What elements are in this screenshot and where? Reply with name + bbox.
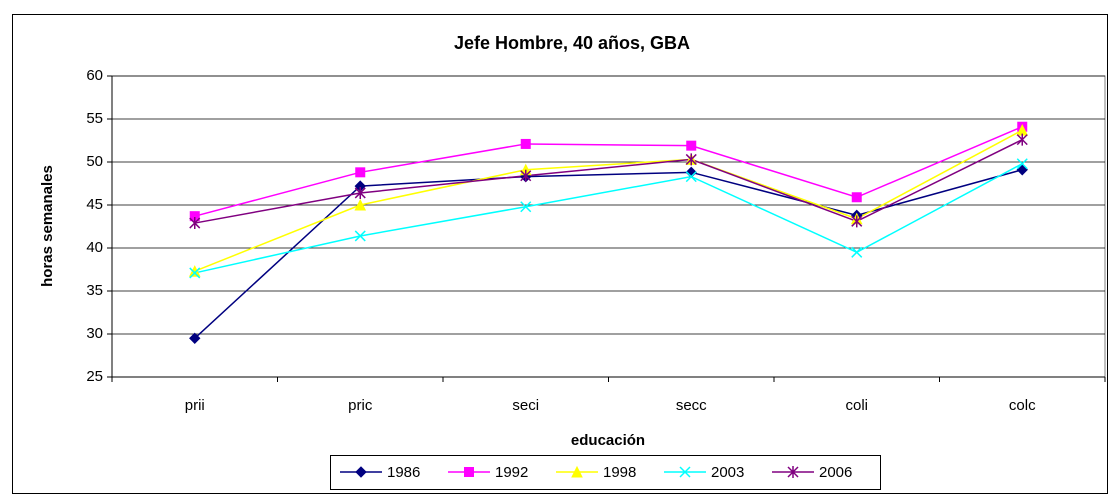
- legend-marker: [679, 466, 691, 478]
- y-tick-label: 35: [86, 282, 103, 299]
- marker: [1016, 133, 1028, 146]
- marker: [686, 140, 697, 151]
- marker: [189, 332, 201, 345]
- legend-marker: [571, 465, 583, 478]
- legend-label: 1998: [603, 464, 636, 481]
- marker: [354, 230, 366, 242]
- marker: [685, 153, 697, 166]
- x-tick-label: prii: [185, 397, 205, 414]
- y-tick-label: 40: [86, 239, 103, 256]
- x-tick-label: pric: [348, 397, 373, 414]
- x-tick-label: secc: [676, 397, 707, 414]
- legend-label: 1986: [387, 464, 420, 481]
- x-tick-label: coli: [845, 397, 868, 414]
- marker: [1016, 158, 1028, 170]
- y-tick-label: 45: [86, 196, 103, 213]
- y-axis-label: horas semanales: [39, 165, 56, 287]
- y-tick-label: 30: [86, 325, 103, 342]
- legend-marker: [787, 466, 799, 478]
- legend-label: 1992: [495, 464, 528, 481]
- marker: [354, 186, 366, 199]
- marker: [189, 217, 201, 230]
- marker: [520, 201, 532, 213]
- y-tick-label: 60: [86, 67, 103, 84]
- series-line: [194, 163, 1023, 274]
- series-line: [194, 129, 1023, 272]
- plot-area: [111, 75, 1106, 378]
- marker: [685, 171, 697, 183]
- legend-label: 2006: [819, 464, 852, 481]
- y-tick-label: 50: [86, 153, 103, 170]
- y-tick-label: 25: [86, 368, 103, 385]
- marker: [354, 198, 367, 211]
- y-tick-label: 55: [86, 110, 103, 127]
- marker: [520, 169, 532, 182]
- marker: [189, 267, 201, 279]
- chart-title: Jefe Hombre, 40 años, GBA: [454, 33, 690, 53]
- series-line: [194, 138, 1023, 224]
- marker: [851, 215, 863, 228]
- legend-marker: [355, 466, 367, 478]
- x-axis-label: educación: [571, 432, 645, 449]
- x-tick-label: seci: [512, 397, 539, 414]
- legend-label: 2003: [711, 464, 744, 481]
- marker: [355, 167, 366, 178]
- legend-marker: [464, 467, 474, 477]
- marker: [520, 138, 531, 149]
- marker: [851, 246, 863, 258]
- marker: [851, 192, 862, 203]
- series-line: [194, 126, 1023, 217]
- x-tick-label: colc: [1009, 397, 1036, 414]
